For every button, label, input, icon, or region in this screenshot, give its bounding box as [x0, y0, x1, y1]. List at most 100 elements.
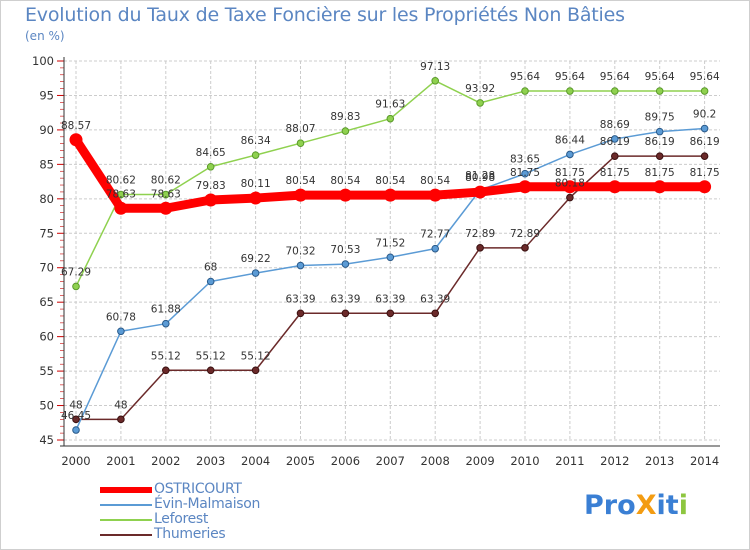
- y-tick-label: 90: [39, 123, 54, 137]
- point-thumeries: [566, 193, 574, 202]
- point-leforest: [341, 127, 350, 135]
- point-leforest: [296, 139, 305, 148]
- point-thumeries: [206, 366, 215, 375]
- data-label-ostricourt: 81.75: [555, 167, 585, 179]
- x-tick-label: 2002: [151, 454, 180, 468]
- y-tick-label: 65: [39, 295, 54, 309]
- x-tick-label: 2010: [510, 454, 539, 468]
- point-leforest: [655, 87, 664, 95]
- y-tick-label: 60: [39, 330, 54, 344]
- data-label-ostricourt: 81.75: [510, 167, 540, 179]
- x-tick-label: 2009: [465, 454, 494, 468]
- y-tick-label: 75: [39, 226, 54, 240]
- point-leforest: [117, 190, 125, 199]
- legend-label-thumeries: Thumeries: [154, 526, 226, 542]
- chart-title: Evolution du Taux de Taxe Foncière sur l…: [25, 4, 625, 26]
- data-label--vin-malmaison: 83.65: [510, 154, 540, 166]
- data-label-leforest: 86.34: [241, 135, 271, 147]
- point-leforest: [206, 162, 215, 171]
- data-label-thumeries: 48: [69, 399, 82, 411]
- data-label-leforest: 80.62: [106, 175, 136, 187]
- data-label-ostricourt: 80.54: [330, 175, 360, 187]
- data-label-leforest: 95.64: [510, 71, 540, 83]
- point-thumeries: [341, 309, 350, 318]
- data-label-ostricourt: 78.63: [151, 188, 181, 200]
- proxiti-logo: ProXiti: [584, 490, 688, 521]
- data-label-ostricourt: 81.75: [600, 167, 630, 179]
- point-ostricourt: [69, 133, 83, 147]
- data-label-ostricourt: 88.57: [61, 120, 91, 132]
- x-tick-label: 2012: [600, 454, 629, 468]
- data-label-leforest: 93.92: [465, 83, 495, 95]
- data-label-leforest: 95.64: [690, 71, 720, 83]
- point-leforest: [611, 87, 619, 95]
- point--vin-malmaison: [296, 261, 305, 270]
- point--vin-malmaison: [655, 127, 664, 136]
- point-thumeries: [476, 244, 484, 252]
- point-thumeries: [521, 244, 529, 252]
- point-ostricourt: [653, 180, 667, 194]
- legend-swatch-thumeries: [100, 534, 152, 536]
- x-tick-label: 2001: [106, 454, 135, 468]
- point--vin-malmaison: [611, 135, 619, 143]
- point-ostricourt: [563, 180, 577, 194]
- x-tick-label: 2004: [241, 454, 270, 468]
- data-label--vin-malmaison: 68: [204, 262, 217, 274]
- data-label--vin-malmaison: 69.22: [241, 253, 271, 265]
- point-ostricourt: [294, 188, 307, 202]
- data-label-leforest: 88.07: [285, 123, 315, 135]
- x-tick-label: 2006: [331, 454, 360, 468]
- logo-letter: X: [635, 490, 657, 521]
- point--vin-malmaison: [386, 253, 395, 262]
- y-tick-label: 85: [39, 157, 54, 171]
- point-thumeries: [386, 309, 395, 318]
- data-label--vin-malmaison: 90.2: [693, 109, 716, 121]
- data-label--vin-malmaison: 46.45: [61, 410, 91, 422]
- point-thumeries: [431, 309, 440, 318]
- point--vin-malmaison: [162, 319, 170, 328]
- data-label--vin-malmaison: 86.44: [555, 134, 585, 146]
- legend-swatch-leforest: [100, 519, 152, 521]
- x-tick-label: 2007: [376, 454, 405, 468]
- data-label-thumeries: 48: [114, 399, 127, 411]
- unit-label: (en %): [25, 29, 65, 43]
- data-label-ostricourt: 79.83: [196, 180, 226, 192]
- legend-label-ostricourt: OSTRICOURT: [154, 481, 242, 497]
- point-thumeries: [296, 309, 305, 318]
- data-label-leforest: 84.65: [196, 147, 226, 159]
- point-thumeries: [72, 415, 80, 424]
- data-label-thumeries: 63.39: [330, 293, 360, 305]
- point-thumeries: [117, 415, 125, 424]
- data-label-thumeries: 86.19: [600, 136, 630, 148]
- data-label-ostricourt: 80.54: [285, 175, 315, 187]
- data-label-thumeries: 63.39: [375, 293, 405, 305]
- legend-swatch-ostricourt: [100, 487, 152, 493]
- data-label-thumeries: 63.39: [420, 293, 450, 305]
- point-thumeries: [251, 366, 260, 375]
- x-tick-label: 2005: [286, 454, 315, 468]
- data-label--vin-malmaison: 61.88: [151, 304, 181, 316]
- point-ostricourt: [114, 201, 128, 215]
- data-label--vin-malmaison: 72.77: [420, 229, 450, 241]
- legend-label-leforest: Leforest: [154, 511, 209, 527]
- data-label-thumeries: 72.89: [510, 228, 540, 240]
- data-label-ostricourt: 81.75: [690, 167, 720, 179]
- point-leforest: [566, 87, 574, 95]
- point-leforest: [521, 87, 529, 95]
- data-label--vin-malmaison: 70.32: [285, 246, 315, 258]
- point--vin-malmaison: [700, 124, 709, 133]
- logo-letter: r: [603, 490, 618, 521]
- data-label--vin-malmaison: 60.78: [106, 311, 136, 323]
- y-tick-label: 50: [39, 399, 54, 413]
- point--vin-malmaison: [566, 150, 574, 159]
- point-ostricourt: [608, 180, 622, 194]
- data-label-leforest: 97.13: [420, 61, 450, 73]
- logo-letter: i: [656, 490, 666, 521]
- x-tick-label: 2008: [421, 454, 450, 468]
- point-ostricourt: [159, 201, 173, 215]
- point-ostricourt: [338, 188, 352, 202]
- x-tick-label: 2000: [61, 454, 90, 468]
- point-ostricourt: [428, 188, 442, 202]
- data-label-ostricourt: 80.54: [375, 175, 405, 187]
